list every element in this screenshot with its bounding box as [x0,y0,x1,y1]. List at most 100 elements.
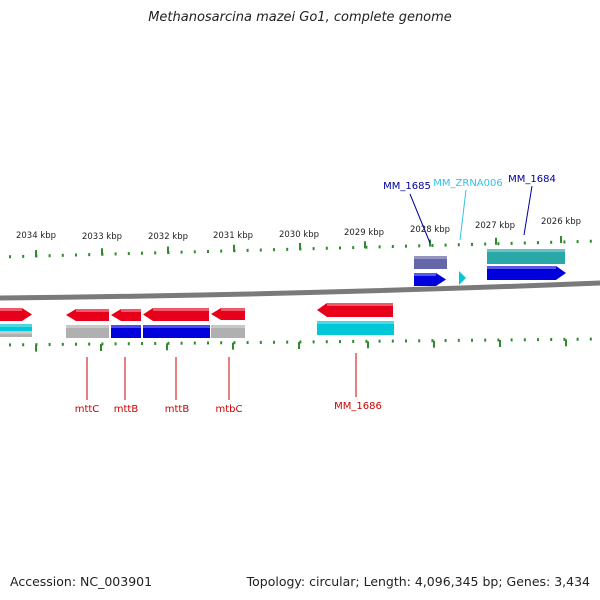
minor-tick [444,339,447,343]
scale-label: 2028 kbp [410,225,450,235]
gene-arrow-MM_1684-shine [487,266,556,269]
gene-arrow-MM_ZRNA006 [459,271,466,285]
minor-tick [207,249,209,253]
minor-tick [61,253,64,257]
gene-label: MM_1686 [334,401,382,412]
minor-tick [365,339,368,343]
major-tick [35,344,37,352]
gene-bar-MM_1684-shine [487,249,565,252]
minor-tick [497,338,500,342]
minor-tick [563,337,566,341]
gene-bar-mttC-shine [66,325,109,328]
minor-tick [339,340,341,344]
minor-tick [497,242,500,246]
gene-bar-MM_1685 [414,256,447,269]
map-title: Methanosarcina mazei Go1, complete genom… [148,10,452,25]
minor-tick [431,243,434,247]
minor-tick [154,341,157,345]
minor-tick [207,341,209,345]
minor-tick [75,342,77,346]
minor-tick [286,247,289,251]
gene-arrow-MM_1684 [487,266,566,280]
minor-tick [48,343,51,347]
gene-bar-MM_1686 [317,321,394,335]
major-tick [299,243,301,250]
minor-tick [457,338,460,342]
minor-tick [523,338,526,342]
minor-tick [259,248,262,252]
minor-tick [484,242,487,246]
gene-arrow-MM_1685 [414,273,446,286]
major-tick [495,237,497,245]
gene-arrow-mtbC-shine [221,308,245,311]
major-tick [499,340,501,347]
minor-tick [431,339,434,343]
minor-tick [589,239,592,243]
minor-tick [246,341,249,345]
scale-label: 2026 kbp [541,217,581,227]
minor-tick [22,343,25,347]
minor-tick [537,338,539,342]
major-tick [433,340,435,348]
label-leader-lines [86,185,533,400]
major-tick [233,244,235,252]
minor-tick [589,337,592,341]
scale-label: 2030 kbp [279,230,319,240]
major-tick [100,343,102,351]
minor-tick [352,339,355,343]
minor-tick [246,248,249,252]
gene-label: mttC [75,404,100,415]
minor-tick [9,343,11,347]
minor-tick [405,244,407,248]
minor-tick [418,339,421,343]
minor-tick [180,341,183,345]
minor-tick [550,240,553,244]
gene-arrow-MM_1686 [317,303,393,317]
gene-arrow-mttB-2 [143,308,209,321]
minor-tick [61,342,64,346]
gene-bar-MM_1685-shine [414,256,447,259]
gene-bar-MM_1684 [487,249,565,264]
minor-tick [471,242,473,246]
gene-label: MM_ZRNA006 [433,178,502,189]
minor-tick [127,342,130,346]
minor-tick [299,340,302,344]
major-tick [429,239,431,247]
minor-tick [378,339,381,343]
leader-line [459,189,467,241]
accession-text: Accession: NC_003901 [10,574,153,589]
minor-tick [405,339,407,343]
scale-label: 2029 kbp [344,228,384,238]
minor-tick [48,254,51,258]
scale-label: 2034 kbp [16,231,56,241]
gene-bar-edge-cyan-shine [0,324,32,327]
minor-tick [325,340,328,344]
major-tick [367,341,369,349]
major-tick [35,250,37,258]
minor-tick [220,341,223,345]
gene-bar-MM_1686-shine [317,321,394,324]
minor-tick [325,246,328,250]
gene-bar-mttB-2-shine [143,325,210,328]
minor-tick [365,245,368,249]
minor-tick [193,250,196,254]
minor-tick [101,342,104,346]
minor-tick [88,342,91,346]
minor-tick [75,253,77,257]
leader-line [409,193,431,244]
major-tick [166,343,168,351]
genome-summary-text: Topology: circular; Length: 4,096,345 bp… [246,574,590,589]
gene-bar-edge-grey [0,331,32,337]
minor-tick [286,340,289,344]
minor-tick [180,250,183,254]
major-tick [560,236,562,244]
minor-tick [114,342,117,346]
minor-tick [391,245,394,249]
major-tick [232,342,234,350]
minor-tick [9,255,11,259]
gene-label: MM_1685 [383,181,431,192]
gene-bar-edge-grey-shine [0,331,32,334]
gene-arrow-mtbC [211,308,245,320]
major-tick [298,342,300,350]
